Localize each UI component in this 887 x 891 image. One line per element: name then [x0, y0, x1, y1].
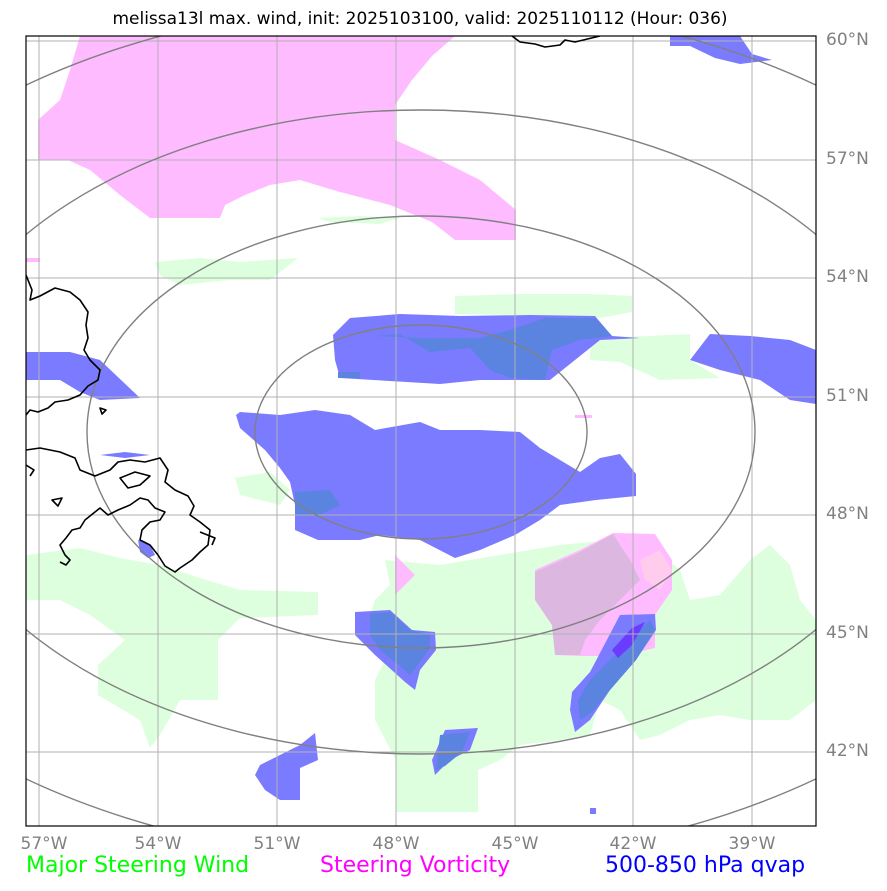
map-frame: [25, 35, 817, 827]
vorticity-qvap-overlap: [535, 534, 640, 655]
legend-qvap: 500-850 hPa qvap: [605, 853, 806, 878]
lon-label-45w: 45°W: [491, 834, 539, 854]
legend-steering-wind: Major Steering Wind: [26, 853, 250, 878]
range-rings: [26, 36, 816, 826]
lat-label-60n: 60°N: [826, 30, 869, 50]
lon-label-42w: 42°W: [609, 834, 657, 854]
qvap-regions: [26, 36, 816, 814]
lat-label-45n: 45°N: [826, 623, 869, 643]
deep-qvap-streak: [612, 622, 645, 658]
graticule: [26, 36, 816, 826]
lat-label-51n: 51°N: [826, 386, 869, 406]
lon-label-54w: 54°W: [134, 834, 182, 854]
legend-steering-vorticity: Steering Vorticity: [320, 853, 511, 878]
lat-label-57n: 57°N: [826, 149, 869, 169]
qvap-overlap: [295, 318, 655, 770]
lat-label-42n: 42°N: [826, 741, 869, 761]
lon-label-51w: 51°W: [253, 834, 301, 854]
map-title: melissa13l max. wind, init: 2025103100, …: [112, 9, 728, 29]
coastline: [26, 36, 601, 573]
lat-label-48n: 48°N: [826, 504, 869, 524]
lat-label-54n: 54°N: [826, 267, 869, 287]
lon-label-57w: 57°W: [20, 834, 68, 854]
lon-label-48w: 48°W: [372, 834, 420, 854]
lon-label-39w: 39°W: [728, 834, 776, 854]
